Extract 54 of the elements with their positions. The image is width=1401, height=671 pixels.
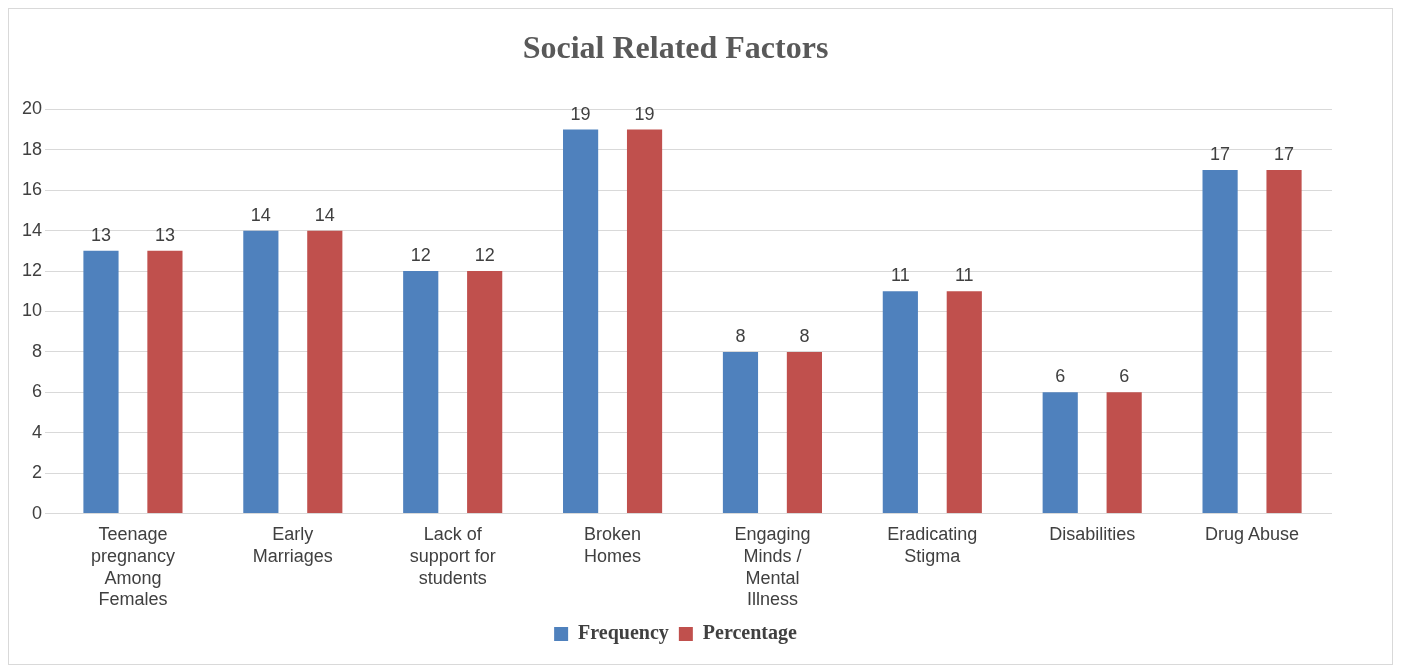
data-label: 12 [410, 245, 431, 266]
data-label: 14 [314, 204, 335, 225]
bar [1266, 170, 1302, 514]
bar [243, 230, 279, 514]
x-tick-label: Lack of support for students [409, 524, 496, 588]
bar [467, 271, 503, 514]
y-tick-label: 14 [21, 219, 43, 240]
y-tick-label: 20 [21, 98, 43, 119]
data-label: 14 [250, 204, 271, 225]
data-label: 11 [891, 265, 910, 286]
bar [563, 129, 599, 514]
bar [403, 271, 439, 514]
bar [1106, 392, 1142, 514]
chart-title: Social Related Factors [522, 29, 829, 66]
data-label: 6 [1055, 366, 1066, 387]
bar [1202, 170, 1238, 514]
legend-label: Frequency [578, 621, 669, 645]
data-label: 6 [1119, 366, 1130, 387]
data-label: 17 [1210, 144, 1231, 164]
data-label: 8 [799, 325, 810, 346]
x-tick-label: Eradicating Stigma [887, 524, 978, 566]
legend-label: Percentage [702, 621, 797, 645]
x-tick-label: Teenage pregnancy Among Females [90, 524, 175, 610]
bar [307, 230, 343, 514]
bar [1042, 392, 1078, 514]
data-label: 19 [570, 103, 591, 124]
bar [946, 291, 982, 514]
data-label: 17 [1274, 144, 1295, 164]
data-label: 13 [90, 224, 111, 245]
bar [83, 250, 119, 514]
y-tick-label: 2 [32, 462, 43, 483]
bar [786, 351, 823, 514]
x-tick-label: Drug Abuse [1205, 524, 1300, 545]
bar [626, 129, 663, 514]
y-tick-label: 16 [21, 179, 43, 200]
bar [722, 351, 759, 514]
bar [882, 291, 918, 514]
y-tick-label: 10 [21, 300, 43, 321]
x-tick-label: Engaging Minds / Mental Illness [734, 524, 811, 610]
y-tick-label: 12 [21, 260, 43, 281]
data-label: 13 [154, 224, 175, 245]
data-label: 19 [634, 103, 655, 124]
bar [147, 250, 183, 514]
y-tick-label: 18 [21, 138, 43, 159]
data-label: 8 [735, 325, 746, 346]
data-label: 12 [474, 245, 495, 266]
y-tick-label: 4 [32, 421, 43, 442]
x-tick-label: Early Marriages [252, 524, 333, 566]
data-label: 11 [954, 265, 974, 286]
x-tick-label: Broken Homes [584, 524, 642, 566]
y-tick-label: 6 [32, 381, 43, 402]
x-tick-label: Disabilities [1049, 524, 1136, 545]
y-tick-label: 0 [32, 502, 43, 523]
y-tick-label: 8 [32, 340, 43, 361]
